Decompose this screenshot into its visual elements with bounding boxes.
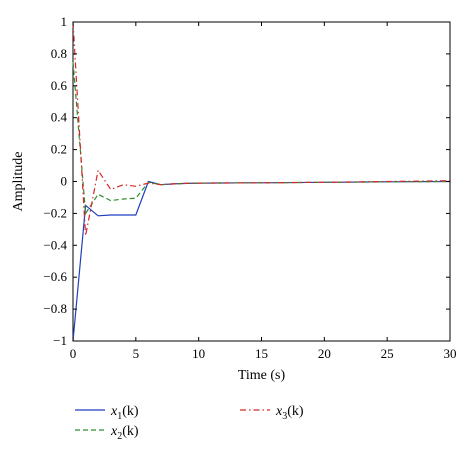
y-tick-label: −0.2 [43, 205, 67, 220]
x-tick-label: 15 [255, 346, 268, 361]
axis-ticks: 0 5 10 15 20 25 30 −1 −0.8 −0.6 −0.4 −0.2 0 0.2 0.4 0.6… [43, 14, 456, 361]
y-tick-label: −0.6 [43, 269, 67, 284]
x-tick-label: 20 [318, 346, 331, 361]
x-tick-label: 10 [192, 346, 205, 361]
y-tick-label: 0.6 [51, 78, 68, 93]
y-tick-label: 0.8 [51, 46, 67, 61]
legend-label-base: x [110, 424, 118, 439]
y-tick-label: −0.4 [43, 237, 67, 252]
legend-label-arg: (k) [287, 404, 304, 419]
legend-label-x2k: x2(k) [110, 424, 139, 442]
x-tick-label: 25 [381, 346, 394, 361]
x-tick-label: 0 [70, 346, 77, 361]
y-axis-label: Amplitude [11, 152, 26, 212]
plot-area [72, 21, 451, 342]
legend-label-arg: (k) [122, 424, 139, 439]
legend-label-arg: (k) [122, 404, 139, 419]
y-tick-label: −1 [53, 333, 67, 348]
x-tick-label: 30 [444, 346, 457, 361]
x-tick-label: 5 [133, 346, 140, 361]
legend-label-sub: 3 [282, 411, 287, 422]
legend-label-sub: 2 [117, 431, 122, 442]
y-tick-label: 0 [61, 174, 68, 189]
legend-label-base: x [110, 404, 118, 419]
series-line-x3k [72, 21, 451, 236]
y-tick-label: 0.2 [51, 142, 67, 157]
legend-label-sub: 1 [117, 411, 122, 422]
legend-label-base: x [275, 404, 283, 419]
y-tick-label: −0.8 [43, 301, 67, 316]
y-tick-label: 0.4 [51, 110, 68, 125]
legend-label-x1k: x1(k) [110, 404, 139, 422]
series-line-x1k [72, 180, 451, 342]
series-line-x2k [72, 61, 451, 216]
x-axis-label: Time (s) [238, 368, 286, 383]
y-tick-label: 1 [61, 14, 68, 29]
legend: x1(k)x2(k)x3(k) [75, 404, 304, 442]
legend-label-x3k: x3(k) [275, 404, 304, 422]
